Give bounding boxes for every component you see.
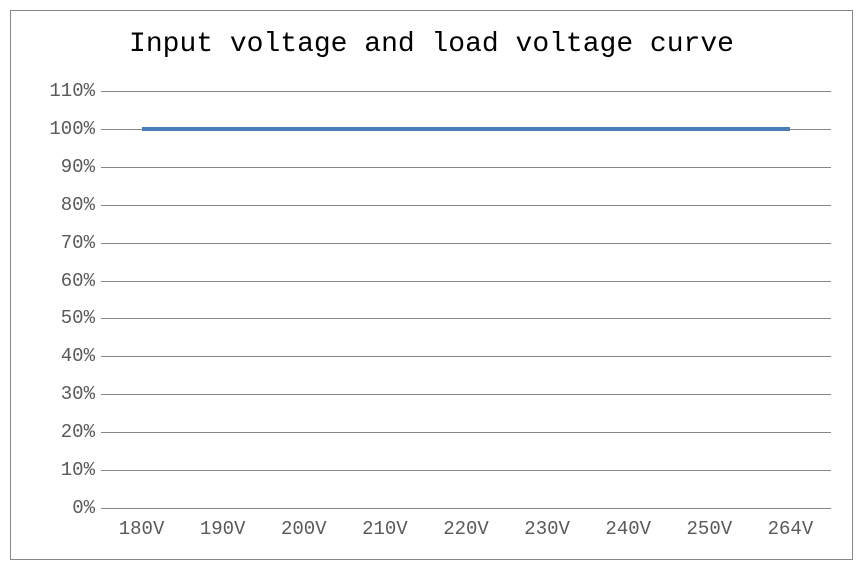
y-tick-label: 40%	[61, 345, 101, 367]
x-tick-label: 210V	[362, 508, 408, 540]
series-line	[142, 127, 791, 131]
x-tick-label: 190V	[200, 508, 246, 540]
plot-area: 0%10%20%30%40%50%60%70%80%90%100%110%180…	[101, 91, 831, 509]
y-tick-label: 20%	[61, 421, 101, 443]
x-tick-label: 180V	[119, 508, 165, 540]
gridline	[101, 470, 831, 471]
gridline	[101, 243, 831, 244]
gridline	[101, 205, 831, 206]
x-tick-label: 220V	[443, 508, 489, 540]
gridline	[101, 167, 831, 168]
x-tick-label: 264V	[768, 508, 814, 540]
y-tick-label: 110%	[49, 80, 101, 102]
gridline	[101, 394, 831, 395]
x-tick-label: 240V	[605, 508, 651, 540]
y-tick-label: 90%	[61, 156, 101, 178]
y-tick-label: 50%	[61, 307, 101, 329]
x-tick-label: 250V	[687, 508, 733, 540]
y-tick-label: 100%	[49, 118, 101, 140]
chart-title: Input voltage and load voltage curve	[11, 29, 852, 60]
y-tick-label: 60%	[61, 270, 101, 292]
y-tick-label: 0%	[72, 497, 101, 519]
y-tick-label: 80%	[61, 194, 101, 216]
x-tick-label: 200V	[281, 508, 327, 540]
chart-container: Input voltage and load voltage curve 0%1…	[10, 10, 853, 560]
gridline	[101, 356, 831, 357]
gridline	[101, 318, 831, 319]
y-tick-label: 30%	[61, 383, 101, 405]
gridline	[101, 91, 831, 92]
x-tick-label: 230V	[524, 508, 570, 540]
y-tick-label: 70%	[61, 232, 101, 254]
gridline	[101, 432, 831, 433]
gridline	[101, 281, 831, 282]
y-tick-label: 10%	[61, 459, 101, 481]
